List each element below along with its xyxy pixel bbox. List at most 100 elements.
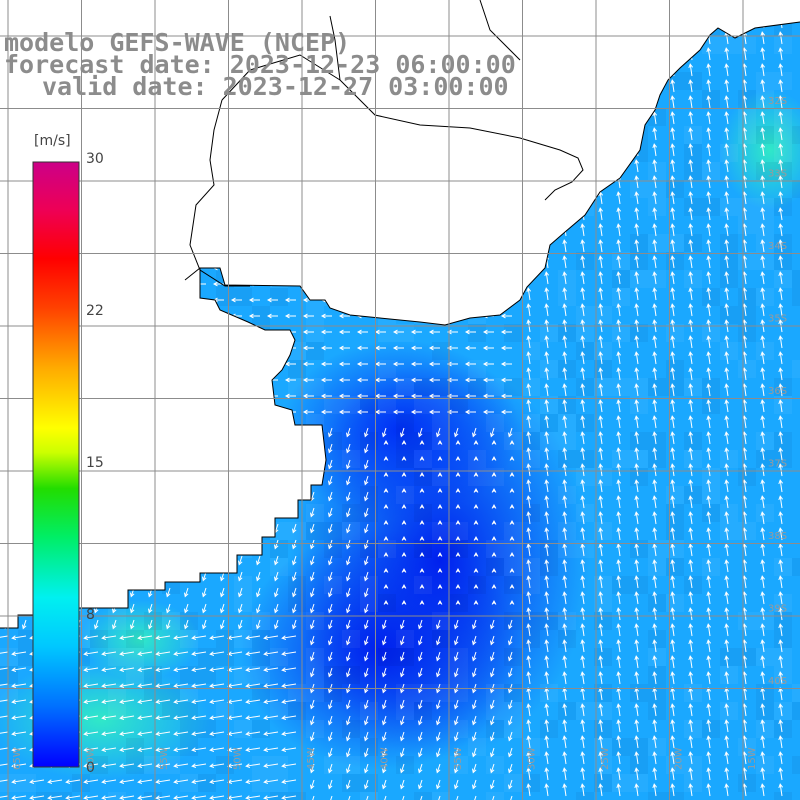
- pixel-block: [360, 396, 378, 414]
- wind-arrow: [491, 599, 497, 605]
- wind-arrow: [670, 303, 676, 317]
- pixel-block: [378, 126, 396, 144]
- wind-arrow: [419, 535, 425, 541]
- pixel-block: [108, 180, 126, 198]
- pixel-block: [180, 234, 198, 252]
- pixel-block: [198, 648, 216, 666]
- wind-arrow: [401, 567, 407, 573]
- pixel-block: [792, 180, 800, 198]
- pixel-block: [216, 180, 234, 198]
- wind-arrow: [670, 623, 676, 637]
- wind-arrow: [437, 519, 443, 525]
- wind-arrow: [320, 201, 332, 207]
- wind-arrow: [111, 571, 117, 582]
- wind-arrow: [176, 345, 188, 351]
- pixel-block: [774, 612, 792, 630]
- wind-arrow: [320, 153, 332, 159]
- wind-arrow: [345, 491, 351, 502]
- wind-arrow: [598, 47, 604, 61]
- pixel-block: [108, 198, 126, 216]
- wind-arrow: [688, 159, 694, 173]
- wind-arrow: [562, 367, 568, 381]
- wind-arrow: [410, 329, 422, 335]
- pixel-block: [144, 432, 162, 450]
- wind-arrow: [191, 763, 207, 769]
- wind-arrow: [16, 10, 26, 14]
- wind-arrow: [363, 779, 369, 790]
- wind-arrow: [598, 223, 604, 237]
- wind-arrow: [419, 567, 425, 573]
- wind-arrow: [111, 475, 117, 486]
- pixel-block: [288, 126, 306, 144]
- wind-arrow: [670, 447, 676, 461]
- wind-arrow: [176, 121, 188, 127]
- wind-arrow: [122, 361, 134, 367]
- pixel-block: [234, 0, 252, 18]
- wind-arrow: [255, 427, 261, 438]
- pixel-block: [486, 414, 504, 432]
- wind-arrow: [509, 471, 515, 477]
- wind-arrow: [245, 667, 261, 673]
- wind-arrow: [724, 239, 730, 253]
- pixel-block: [216, 414, 234, 432]
- pixel-block: [144, 234, 162, 252]
- wind-arrow: [381, 651, 387, 662]
- wind-arrow: [155, 667, 171, 673]
- pixel-block: [486, 684, 504, 702]
- wind-arrow: [652, 239, 658, 253]
- pixel-block: [162, 612, 180, 630]
- pixel-block: [252, 612, 270, 630]
- wind-arrow: [446, 329, 458, 335]
- wind-arrow: [119, 795, 135, 800]
- pixel-block: [468, 324, 486, 342]
- wind-arrow: [29, 795, 45, 800]
- wind-arrow: [435, 763, 441, 774]
- wind-arrow: [410, 409, 422, 415]
- pixel-block: [126, 648, 144, 666]
- pixel-block: [576, 72, 594, 90]
- wind-arrow: [284, 377, 296, 383]
- wind-arrow: [165, 459, 171, 470]
- wind-arrow: [417, 619, 423, 630]
- wind-arrow: [670, 543, 676, 557]
- wind-arrow: [165, 619, 171, 630]
- wind-arrow: [363, 507, 369, 518]
- wind-arrow: [464, 329, 476, 335]
- wind-arrow: [21, 571, 27, 582]
- pixel-block: [108, 360, 126, 378]
- wind-arrow: [500, 185, 512, 191]
- pixel-block: [324, 756, 342, 774]
- wind-arrow: [437, 455, 443, 461]
- wind-arrow: [428, 217, 440, 223]
- pixel-block: [720, 450, 738, 468]
- wind-arrow: [165, 603, 171, 614]
- pixel-block: [180, 684, 198, 702]
- wind-arrow: [689, 0, 693, 12]
- wind-arrow: [598, 575, 604, 589]
- wind-arrow: [634, 543, 640, 557]
- wind-arrow: [338, 409, 350, 415]
- wind-arrow: [230, 409, 242, 415]
- wind-arrow: [706, 111, 712, 125]
- wind-arrow: [616, 79, 622, 93]
- wind-arrow: [392, 185, 404, 191]
- wind-arrow: [526, 703, 532, 717]
- wind-arrow: [83, 763, 99, 769]
- wind-arrow: [724, 655, 730, 669]
- wind-arrow: [345, 603, 351, 614]
- wind-arrow: [562, 351, 568, 365]
- wind-arrow: [598, 415, 604, 429]
- pixel-block: [90, 180, 108, 198]
- wind-arrow: [281, 667, 297, 673]
- wind-arrow: [327, 763, 333, 774]
- wind-arrow: [214, 10, 224, 14]
- wind-arrow: [760, 31, 766, 45]
- wind-arrow: [491, 519, 497, 525]
- wind-arrow: [147, 619, 153, 630]
- wind-arrow: [598, 303, 604, 317]
- pixel-block: [558, 288, 576, 306]
- wind-arrow: [320, 169, 332, 175]
- pixel-block: [306, 432, 324, 450]
- pixel-block: [540, 432, 558, 450]
- wind-arrow: [183, 555, 189, 566]
